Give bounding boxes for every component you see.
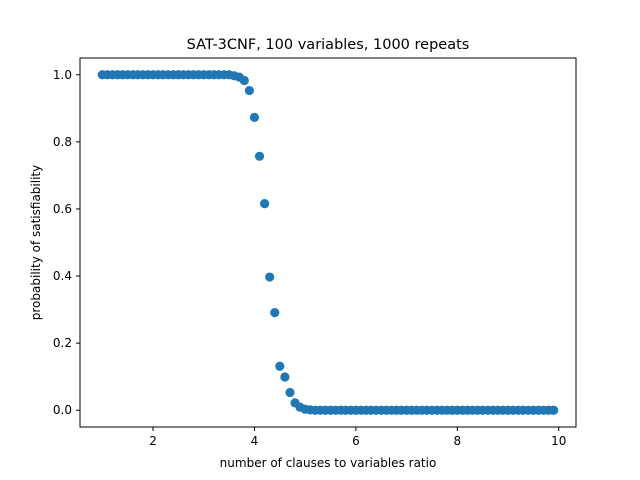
y-axis-label: probability of satisfiability	[29, 165, 43, 320]
data-point	[249, 112, 260, 122]
plot-area	[80, 58, 576, 427]
data-point	[549, 405, 559, 415]
data-point	[275, 361, 285, 371]
x-tick-label: 6	[352, 434, 360, 448]
data-point	[270, 308, 280, 318]
y-tick-label: 0.8	[53, 135, 72, 149]
data-point	[260, 198, 270, 209]
x-axis-label: number of clauses to variables ratio	[220, 456, 437, 470]
x-tick-label: 4	[251, 434, 259, 448]
y-axis-ticks: 0.0 0.2 0.4 0.6 0.8 1.0	[53, 68, 80, 417]
y-tick-label: 0.4	[53, 269, 72, 283]
data-point	[280, 372, 290, 382]
data-point	[254, 151, 265, 161]
data-points	[97, 70, 559, 415]
x-tick-label: 10	[551, 434, 566, 448]
x-tick-label: 2	[149, 434, 157, 448]
y-tick-label: 0.6	[53, 202, 72, 216]
chart-title: SAT-3CNF, 100 variables, 1000 repeats	[187, 37, 470, 53]
data-point	[244, 85, 254, 96]
data-point	[239, 75, 249, 86]
data-point	[285, 387, 295, 398]
y-tick-label: 0.0	[53, 403, 72, 417]
y-tick-label: 1.0	[53, 68, 72, 82]
x-tick-label: 8	[454, 434, 462, 448]
x-axis-ticks: 2 4 6 8 10	[149, 427, 566, 448]
y-tick-label: 0.2	[53, 336, 72, 350]
data-point	[265, 272, 275, 282]
plot-frame	[79, 57, 577, 428]
